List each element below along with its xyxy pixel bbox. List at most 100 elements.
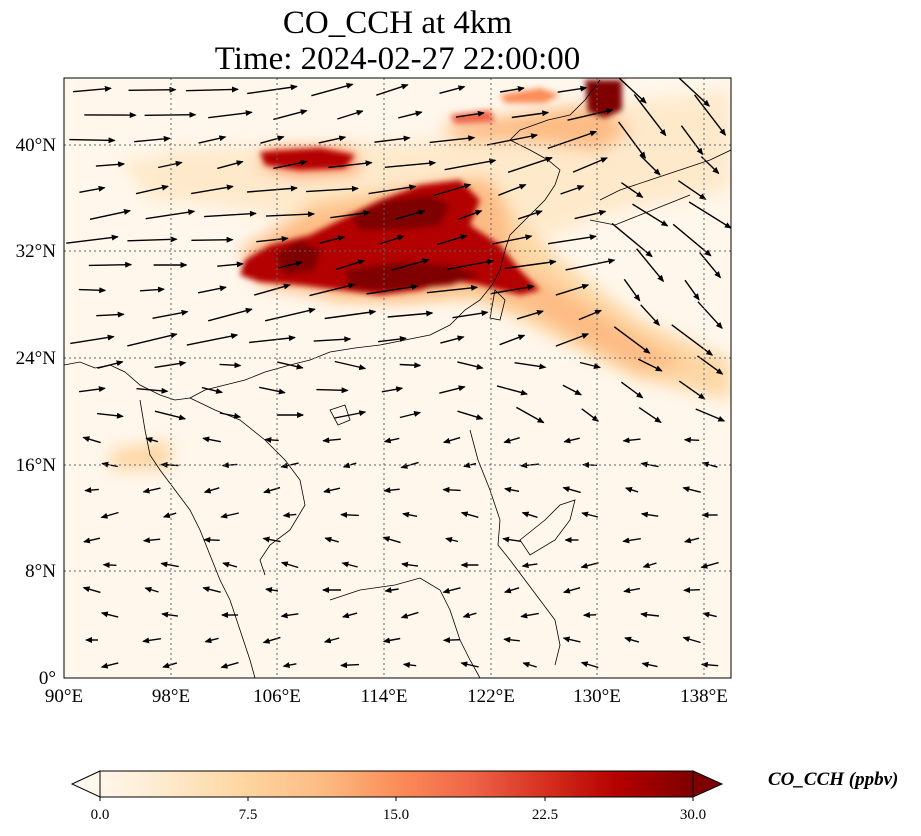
wind-arrow: [580, 661, 599, 669]
wind-arrow: [204, 210, 257, 218]
wind-arrow: [623, 587, 641, 594]
wind-arrow: [89, 209, 131, 220]
wind-arrow: [383, 437, 400, 444]
wind-arrow: [442, 637, 461, 644]
wind-arrow: [280, 561, 299, 569]
gridlines: [64, 78, 731, 678]
wind-arrow: [640, 611, 659, 618]
wind-arrow: [613, 326, 651, 354]
wind-arrow: [378, 336, 407, 343]
wind-arrow: [452, 310, 489, 319]
wind-arrow: [139, 286, 165, 293]
wind-arrow: [547, 130, 598, 150]
wind-arrow: [621, 182, 644, 198]
wind-arrow: [79, 185, 106, 193]
wind-arrow: [160, 561, 179, 568]
wind-arrow: [222, 561, 238, 568]
wind-arrow: [699, 251, 722, 279]
wind-arrow: [201, 386, 224, 394]
wind-arrow: [309, 282, 356, 297]
wind-arrow: [429, 135, 476, 144]
map-frame: [63, 77, 732, 679]
wind-arrow: [380, 235, 405, 245]
concentration-field: [64, 78, 731, 678]
wind-arrow: [640, 511, 659, 518]
wind-arrow: [486, 133, 539, 146]
wind-arrow: [247, 84, 298, 95]
wind-arrow: [402, 511, 418, 518]
lat-tick-label: 40°N: [16, 135, 57, 156]
wind-arrow: [84, 487, 99, 494]
wind-arrow: [507, 156, 553, 173]
lon-tick-label: 122°E: [467, 686, 515, 707]
wind-arrow: [100, 611, 119, 618]
wind-arrow: [460, 661, 479, 668]
wind-arrow: [455, 110, 485, 118]
wind-arrow: [273, 159, 308, 170]
colorbar-tick-label: 15.0: [383, 807, 409, 823]
wind-arrow: [384, 587, 399, 594]
wind-arrow: [136, 387, 169, 394]
map-subtitle: Time: 2024-02-27 22:00:00: [214, 41, 581, 77]
wind-arrow: [83, 537, 101, 544]
wind-arrow: [387, 310, 434, 318]
wind-arrow: [340, 511, 359, 518]
wind-arrow: [516, 406, 545, 424]
wind-arrow: [318, 135, 347, 144]
wind-arrow: [490, 284, 535, 295]
wind-arrow: [503, 437, 520, 444]
wind-arrow: [198, 135, 227, 144]
wind-arrow: [572, 157, 608, 173]
wind-arrow: [134, 135, 171, 143]
wind-arrow: [70, 334, 115, 345]
wind-arrow: [499, 334, 526, 346]
wind-arrow: [78, 287, 107, 294]
wind-arrow: [641, 661, 658, 668]
wind-arrow: [186, 333, 239, 346]
wind-arrow: [433, 183, 472, 197]
wind-arrow: [688, 201, 731, 229]
wind-arrow: [622, 537, 641, 544]
colorbar-tick-label: 0.0: [91, 807, 110, 823]
wind-arrow: [700, 661, 719, 668]
wind-arrow: [565, 258, 616, 271]
wind-arrow: [162, 512, 177, 519]
wind-arrow: [620, 381, 644, 399]
wind-arrow: [382, 637, 401, 644]
wind-arrow: [517, 210, 543, 220]
wind-arrow: [395, 209, 426, 220]
wind-arrow: [442, 436, 461, 444]
wind-arrow: [457, 410, 484, 420]
wind-arrow: [191, 236, 234, 243]
wind-arrow: [695, 408, 726, 422]
wind-arrow: [128, 86, 177, 93]
wind-arrow: [439, 85, 466, 94]
wind-arrow: [520, 612, 539, 619]
wind-arrow: [186, 86, 239, 93]
wind-arrow: [618, 121, 646, 159]
wind-arrow: [341, 612, 358, 619]
wind-arrow: [560, 185, 585, 195]
wind-arrow: [618, 78, 647, 104]
wind-arrow: [208, 307, 253, 322]
colorbar-tick-marks: [99, 797, 694, 801]
wind-arrow: [219, 362, 242, 369]
wind-arrow: [382, 536, 401, 544]
wind-arrow: [638, 407, 662, 423]
wind-arrow: [334, 360, 367, 371]
wind-arrow: [391, 258, 430, 271]
wind-arrow: [624, 636, 640, 643]
wind-arrow: [671, 324, 714, 356]
wind-arrow: [581, 408, 600, 422]
wind-arrow: [678, 380, 706, 400]
wind-arrow: [280, 612, 299, 619]
wind-arrow: [154, 360, 187, 369]
wind-arrow: [697, 355, 724, 375]
wind-arrow: [437, 234, 468, 246]
wind-arrow: [562, 587, 581, 594]
wind-arrow: [460, 511, 479, 518]
wind-arrow: [142, 637, 162, 644]
colorbar: 0.0 7.5 15.0 22.5 30.0: [70, 770, 724, 823]
wind-arrow: [562, 486, 581, 494]
